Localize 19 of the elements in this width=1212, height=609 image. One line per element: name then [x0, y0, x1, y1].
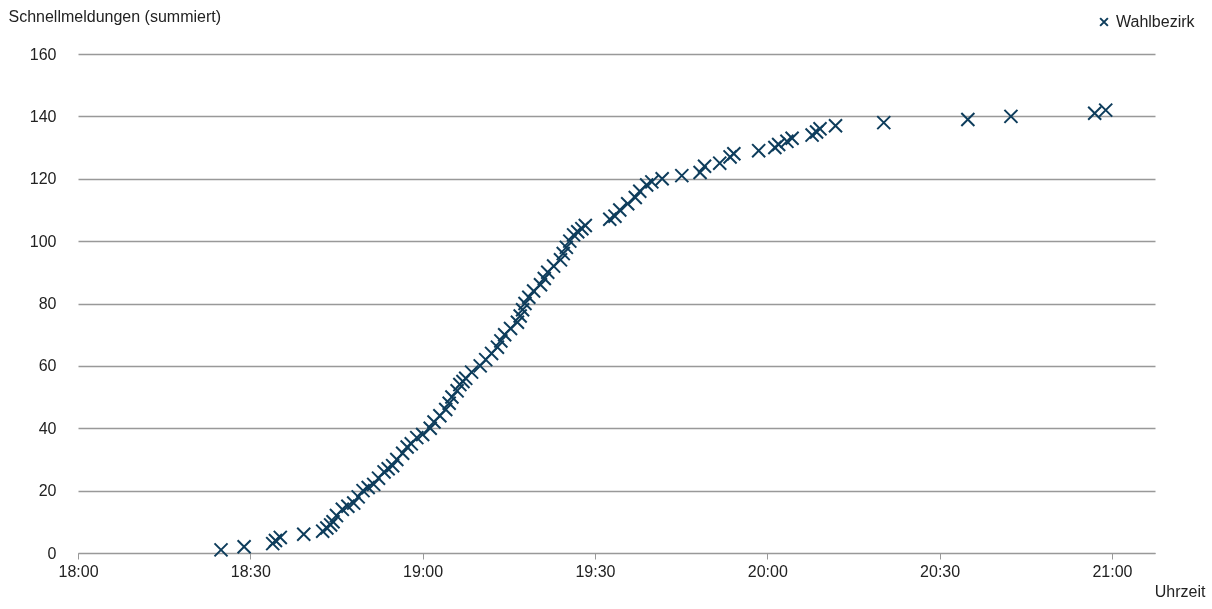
- y-tick-label: 20: [38, 482, 57, 500]
- y-tick-label: 0: [47, 544, 57, 562]
- y-axis-title: Schnellmeldungen (summiert): [8, 7, 222, 25]
- y-tick-label: 40: [38, 419, 57, 437]
- y-tick-label: 100: [29, 232, 57, 250]
- y-tick-label: 140: [29, 107, 57, 125]
- x-tick-label: 20:30: [920, 562, 961, 580]
- x-tick-label: 21:00: [1092, 562, 1133, 580]
- x-tick-label: 18:00: [58, 562, 99, 580]
- legend-label: Wahlbezirk: [1116, 13, 1196, 30]
- x-tick-label: 18:30: [230, 562, 271, 580]
- x-axis-title: Uhrzeit: [1154, 582, 1207, 600]
- y-tick-label: 120: [29, 170, 57, 188]
- x-tick-label: 19:00: [403, 562, 444, 580]
- x-tick-label: 19:30: [575, 562, 616, 580]
- y-tick-label: 160: [29, 45, 57, 63]
- y-tick-label: 60: [38, 357, 57, 375]
- y-tick-label: 80: [38, 295, 57, 312]
- x-tick-label: 20:00: [747, 562, 788, 580]
